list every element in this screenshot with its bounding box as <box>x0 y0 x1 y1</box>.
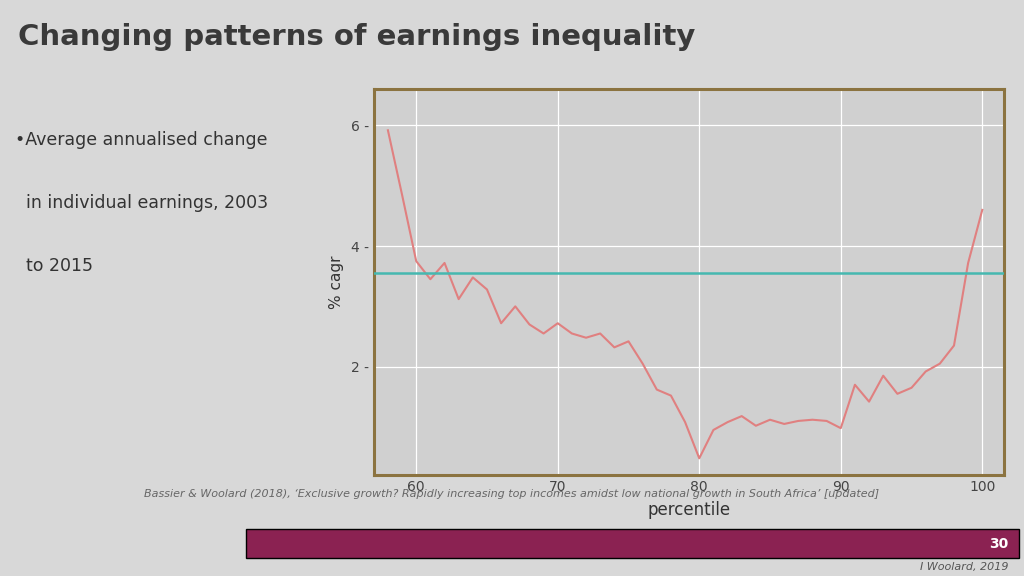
Text: •Average annualised change: •Average annualised change <box>15 131 267 149</box>
FancyBboxPatch shape <box>246 529 1019 558</box>
X-axis label: percentile: percentile <box>647 501 730 519</box>
Text: to 2015: to 2015 <box>15 257 93 275</box>
Text: in individual earnings, 2003: in individual earnings, 2003 <box>15 194 268 212</box>
Text: Changing patterns of earnings inequality: Changing patterns of earnings inequality <box>18 23 695 51</box>
Text: Bassier & Woolard (2018), ‘Exclusive growth? Rapidly increasing top incomes amid: Bassier & Woolard (2018), ‘Exclusive gro… <box>144 489 880 499</box>
Text: I Woolard, 2019: I Woolard, 2019 <box>921 562 1009 571</box>
Text: 30: 30 <box>989 537 1009 551</box>
Y-axis label: % cagr: % cagr <box>329 256 344 309</box>
